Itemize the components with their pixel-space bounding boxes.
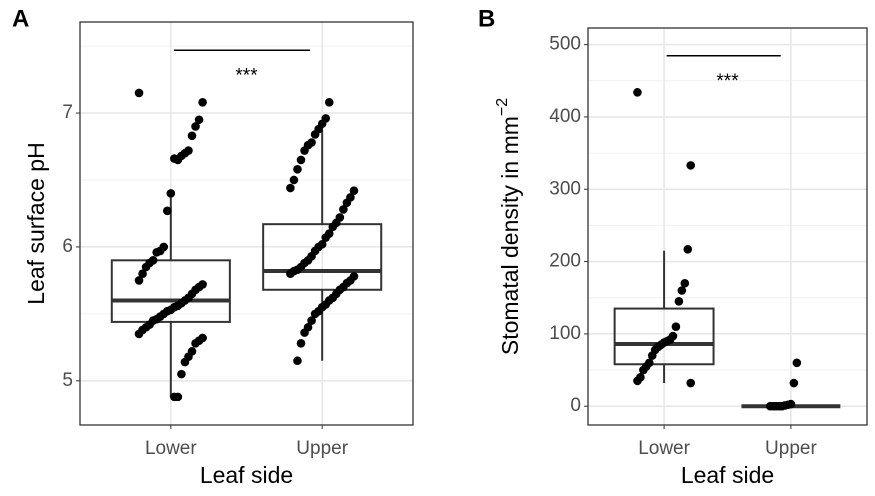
data-point [300,328,309,337]
y-tick-label: 500 [549,34,581,55]
x-tick-label: Lower [638,438,690,459]
data-point [300,146,309,155]
x-axis-label: Leaf side [681,462,774,488]
data-point [170,154,179,163]
x-axis-label: Leaf side [200,462,293,488]
data-point [674,297,684,306]
data-point [633,88,642,97]
x-tick-label: Lower [145,438,197,459]
data-point [152,247,161,257]
data-point [286,269,295,279]
data-point [310,130,320,139]
data-point [296,155,306,165]
data-point [296,339,306,348]
y-tick-label: 5 [62,370,73,391]
data-point [765,401,775,411]
data-point [198,98,207,107]
data-point [194,115,204,125]
data-point [686,161,696,170]
data-point [307,316,316,325]
data-point [321,233,331,242]
y-tick-label: 0 [570,395,581,416]
data-point [166,189,176,198]
data-point [134,88,144,98]
data-point [328,222,338,232]
significance-label: *** [235,65,258,86]
y-tick-label: 200 [549,251,581,272]
data-point [683,244,693,254]
data-point [162,206,172,216]
data-point [639,365,648,375]
data-point [324,98,334,107]
data-point [170,392,179,402]
data-point [191,122,200,131]
box [262,223,383,291]
y-tick-label: 7 [62,102,73,123]
data-point [671,322,681,331]
data-point [177,369,186,379]
y-axis-label-sup: −2 [494,98,511,116]
y-tick-label: 6 [62,236,73,257]
data-point [792,358,802,368]
data-point [134,329,144,339]
y-axis-label-text: Stomatal density in mm [497,116,523,355]
data-point [293,356,302,366]
panel-label: A [12,5,29,32]
data-point [339,205,348,214]
data-point [677,286,687,295]
y-tick-label: 400 [549,106,581,127]
x-tick-label: Upper [765,438,817,459]
y-tick-label: 100 [549,323,581,344]
plot-border [79,21,414,426]
data-point [647,351,657,360]
data-point [289,175,299,185]
data-point [633,376,642,386]
data-point [134,276,144,285]
data-point [310,309,320,319]
data-point [680,278,690,288]
data-point [686,378,696,388]
data-point [286,183,295,193]
data-point [293,164,302,174]
data-point [191,339,200,348]
box [613,307,715,366]
data-point [187,131,197,141]
data-point [180,357,190,367]
x-tick-label: Upper [296,438,348,459]
y-axis-label: Stomatal density in mm−2 [494,98,523,355]
y-axis-label: Leaf surface pH [23,142,49,304]
plot-border [587,27,868,426]
box [110,259,231,323]
y-tick-label: 300 [549,178,581,199]
data-point [141,262,151,272]
data-point [349,186,359,195]
significance-label: *** [716,71,739,92]
panel-label: B [478,5,495,32]
data-point [138,269,147,279]
y-axis-label-text: Leaf surface pH [23,142,49,304]
data-point [342,198,352,208]
data-point [789,378,799,388]
